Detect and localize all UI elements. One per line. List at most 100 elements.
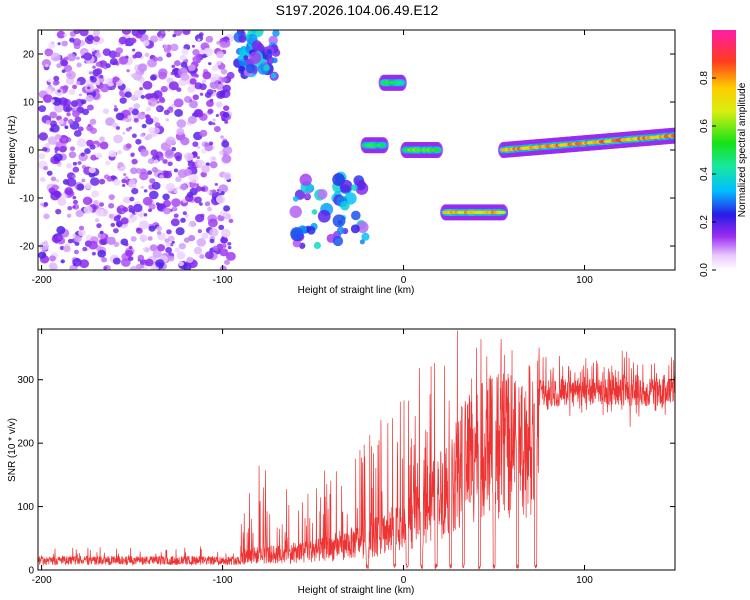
spectrogram-noise-blob — [178, 261, 184, 267]
spectrogram-noise-blob — [139, 220, 149, 230]
spectrogram-noise-blob — [124, 91, 132, 98]
spectrogram-noise-blob — [83, 205, 93, 214]
spectrogram-noise-blob — [128, 204, 134, 210]
spectrogram-noise-blob — [58, 119, 64, 125]
spectrogram-noise-blob — [72, 175, 76, 179]
spectrogram-noise-blob — [224, 259, 230, 265]
spectrogram-noise-blob — [151, 181, 161, 190]
spectrogram-noise-blob — [130, 37, 137, 44]
spectrogram-noise-blob — [131, 158, 138, 165]
spectrogram-noise-blob — [140, 95, 146, 99]
spectrogram-noise-blob — [199, 202, 203, 206]
spectrogram-cluster-blob — [266, 49, 273, 55]
spectrogram-noise-blob — [156, 225, 163, 232]
spectrogram-cluster-blob — [239, 49, 248, 57]
spectrogram-noise-blob — [98, 202, 105, 207]
spectrogram-cluster-blob — [245, 63, 256, 74]
spectrogram-noise-blob — [128, 256, 134, 262]
spectrogram-noise-blob — [197, 159, 205, 167]
spectrogram-noise-blob — [212, 122, 216, 126]
spectrogram-noise-blob — [194, 74, 199, 78]
spectrogram-noise-blob — [119, 97, 127, 104]
spectrogram-noise-blob — [187, 223, 192, 227]
spectrogram-noise-blob — [204, 142, 210, 148]
spectrogram-noise-blob — [159, 174, 164, 179]
spectrogram-noise-blob — [195, 183, 200, 187]
spectrogram-noise-blob — [84, 148, 91, 155]
spectrogram-noise-blob — [211, 189, 217, 194]
spectrogram-noise-blob — [145, 114, 150, 119]
spectrogram-noise-blob — [113, 228, 119, 234]
spectrogram-noise-blob — [129, 196, 135, 202]
spectrogram-noise-blob — [209, 228, 219, 237]
spectrogram-noise-blob — [94, 218, 100, 223]
spectrogram-noise-blob — [137, 254, 145, 261]
spectrogram-noise-blob — [149, 35, 159, 43]
spectrogram-noise-blob — [73, 235, 82, 243]
spectrogram-noise-blob — [143, 189, 148, 193]
colorbar-ticks: 0.0 0.2 0.4 0.6 0.8 — [699, 71, 716, 277]
spectrogram-noise-blob — [206, 100, 214, 107]
spectrogram-noise-blob — [196, 238, 206, 247]
spectrogram-noise-blob — [82, 196, 93, 206]
spectrogram-noise-blob — [139, 87, 143, 91]
spectrogram-noise-blob — [132, 72, 143, 81]
spectrogram-noise-blob — [140, 149, 149, 157]
spectrogram-noise-blob — [97, 231, 106, 240]
spectrogram-noise-blob — [46, 170, 53, 176]
spectrogram-noise-blob — [158, 37, 163, 42]
spectrogram-noise-blob — [222, 172, 232, 180]
spectrogram-noise-blob — [133, 118, 139, 123]
spectrogram-noise-blob — [149, 190, 159, 200]
spectrogram-noise-blob — [57, 163, 62, 167]
spectrogram-noise-blob — [45, 119, 51, 125]
spectrogram-noise-blob — [149, 119, 154, 123]
spectrogram-noise-blob — [57, 197, 67, 206]
spectrogram-noise-blob — [158, 96, 165, 102]
spectrogram-cluster-blob — [317, 209, 331, 223]
spectrogram-noise-blob — [219, 209, 227, 217]
snr-frame — [37, 328, 676, 571]
spectrogram-noise-blob — [219, 248, 229, 257]
spectrogram-noise-blob — [160, 85, 168, 93]
spectrogram-noise-blob — [72, 258, 82, 267]
spectrogram-noise-blob — [55, 179, 60, 183]
spectrogram-noise-blob — [95, 61, 102, 67]
spectrogram-noise-blob — [124, 176, 129, 181]
spectrogram-noise-blob — [155, 202, 160, 206]
spectrogram-noise-blob — [158, 155, 164, 161]
spectrogram-noise-blob — [170, 43, 179, 52]
spectrogram-noise-blob — [56, 30, 66, 39]
spectrogram-noise-blob — [164, 238, 170, 243]
spectrogram-noise-blob — [105, 63, 111, 69]
spectrogram-noise-blob — [120, 258, 131, 267]
spectrogram-noise-blob — [221, 76, 227, 83]
spectrogram-noise-blob — [150, 74, 157, 81]
spectrogram-noise-blob — [153, 90, 163, 99]
spectrogram-noise-blob — [90, 76, 97, 83]
spectrogram-noise-blob — [47, 136, 58, 145]
spectrogram-noise-blob — [43, 165, 49, 171]
spectrogram-noise-blob — [115, 126, 120, 130]
spectrogram-noise-blob — [50, 52, 61, 62]
spectrogram-noise-blob — [121, 30, 132, 35]
spectrogram-noise-blob — [180, 61, 188, 68]
spectrogram-noise-blob — [180, 137, 190, 146]
spectrogram-noise-blob — [105, 160, 111, 166]
spectrogram-noise-blob — [113, 134, 123, 144]
spectrogram-noise-blob — [199, 92, 204, 96]
spectrogram-noise-blob — [191, 151, 198, 157]
spectrogram-noise-blob — [118, 56, 129, 65]
figure-title: S197.2026.104.06.49.E12 — [276, 2, 439, 18]
spectrogram-noise-blob — [157, 56, 163, 62]
spectrogram-noise-blob — [76, 62, 82, 68]
spectrogram-noise-blob — [151, 168, 155, 172]
spectrogram-noise-blob — [73, 129, 82, 137]
spectrogram-noise-blob — [111, 86, 116, 90]
snr-plot-area — [38, 330, 675, 570]
snr-x-tick-label: -100 — [213, 575, 233, 586]
spectrogram-noise-blob — [92, 30, 101, 37]
spectrogram-noise-blob — [99, 230, 104, 235]
spectrogram-cluster-blob — [350, 184, 358, 192]
spectrogram-noise-blob — [149, 244, 158, 252]
